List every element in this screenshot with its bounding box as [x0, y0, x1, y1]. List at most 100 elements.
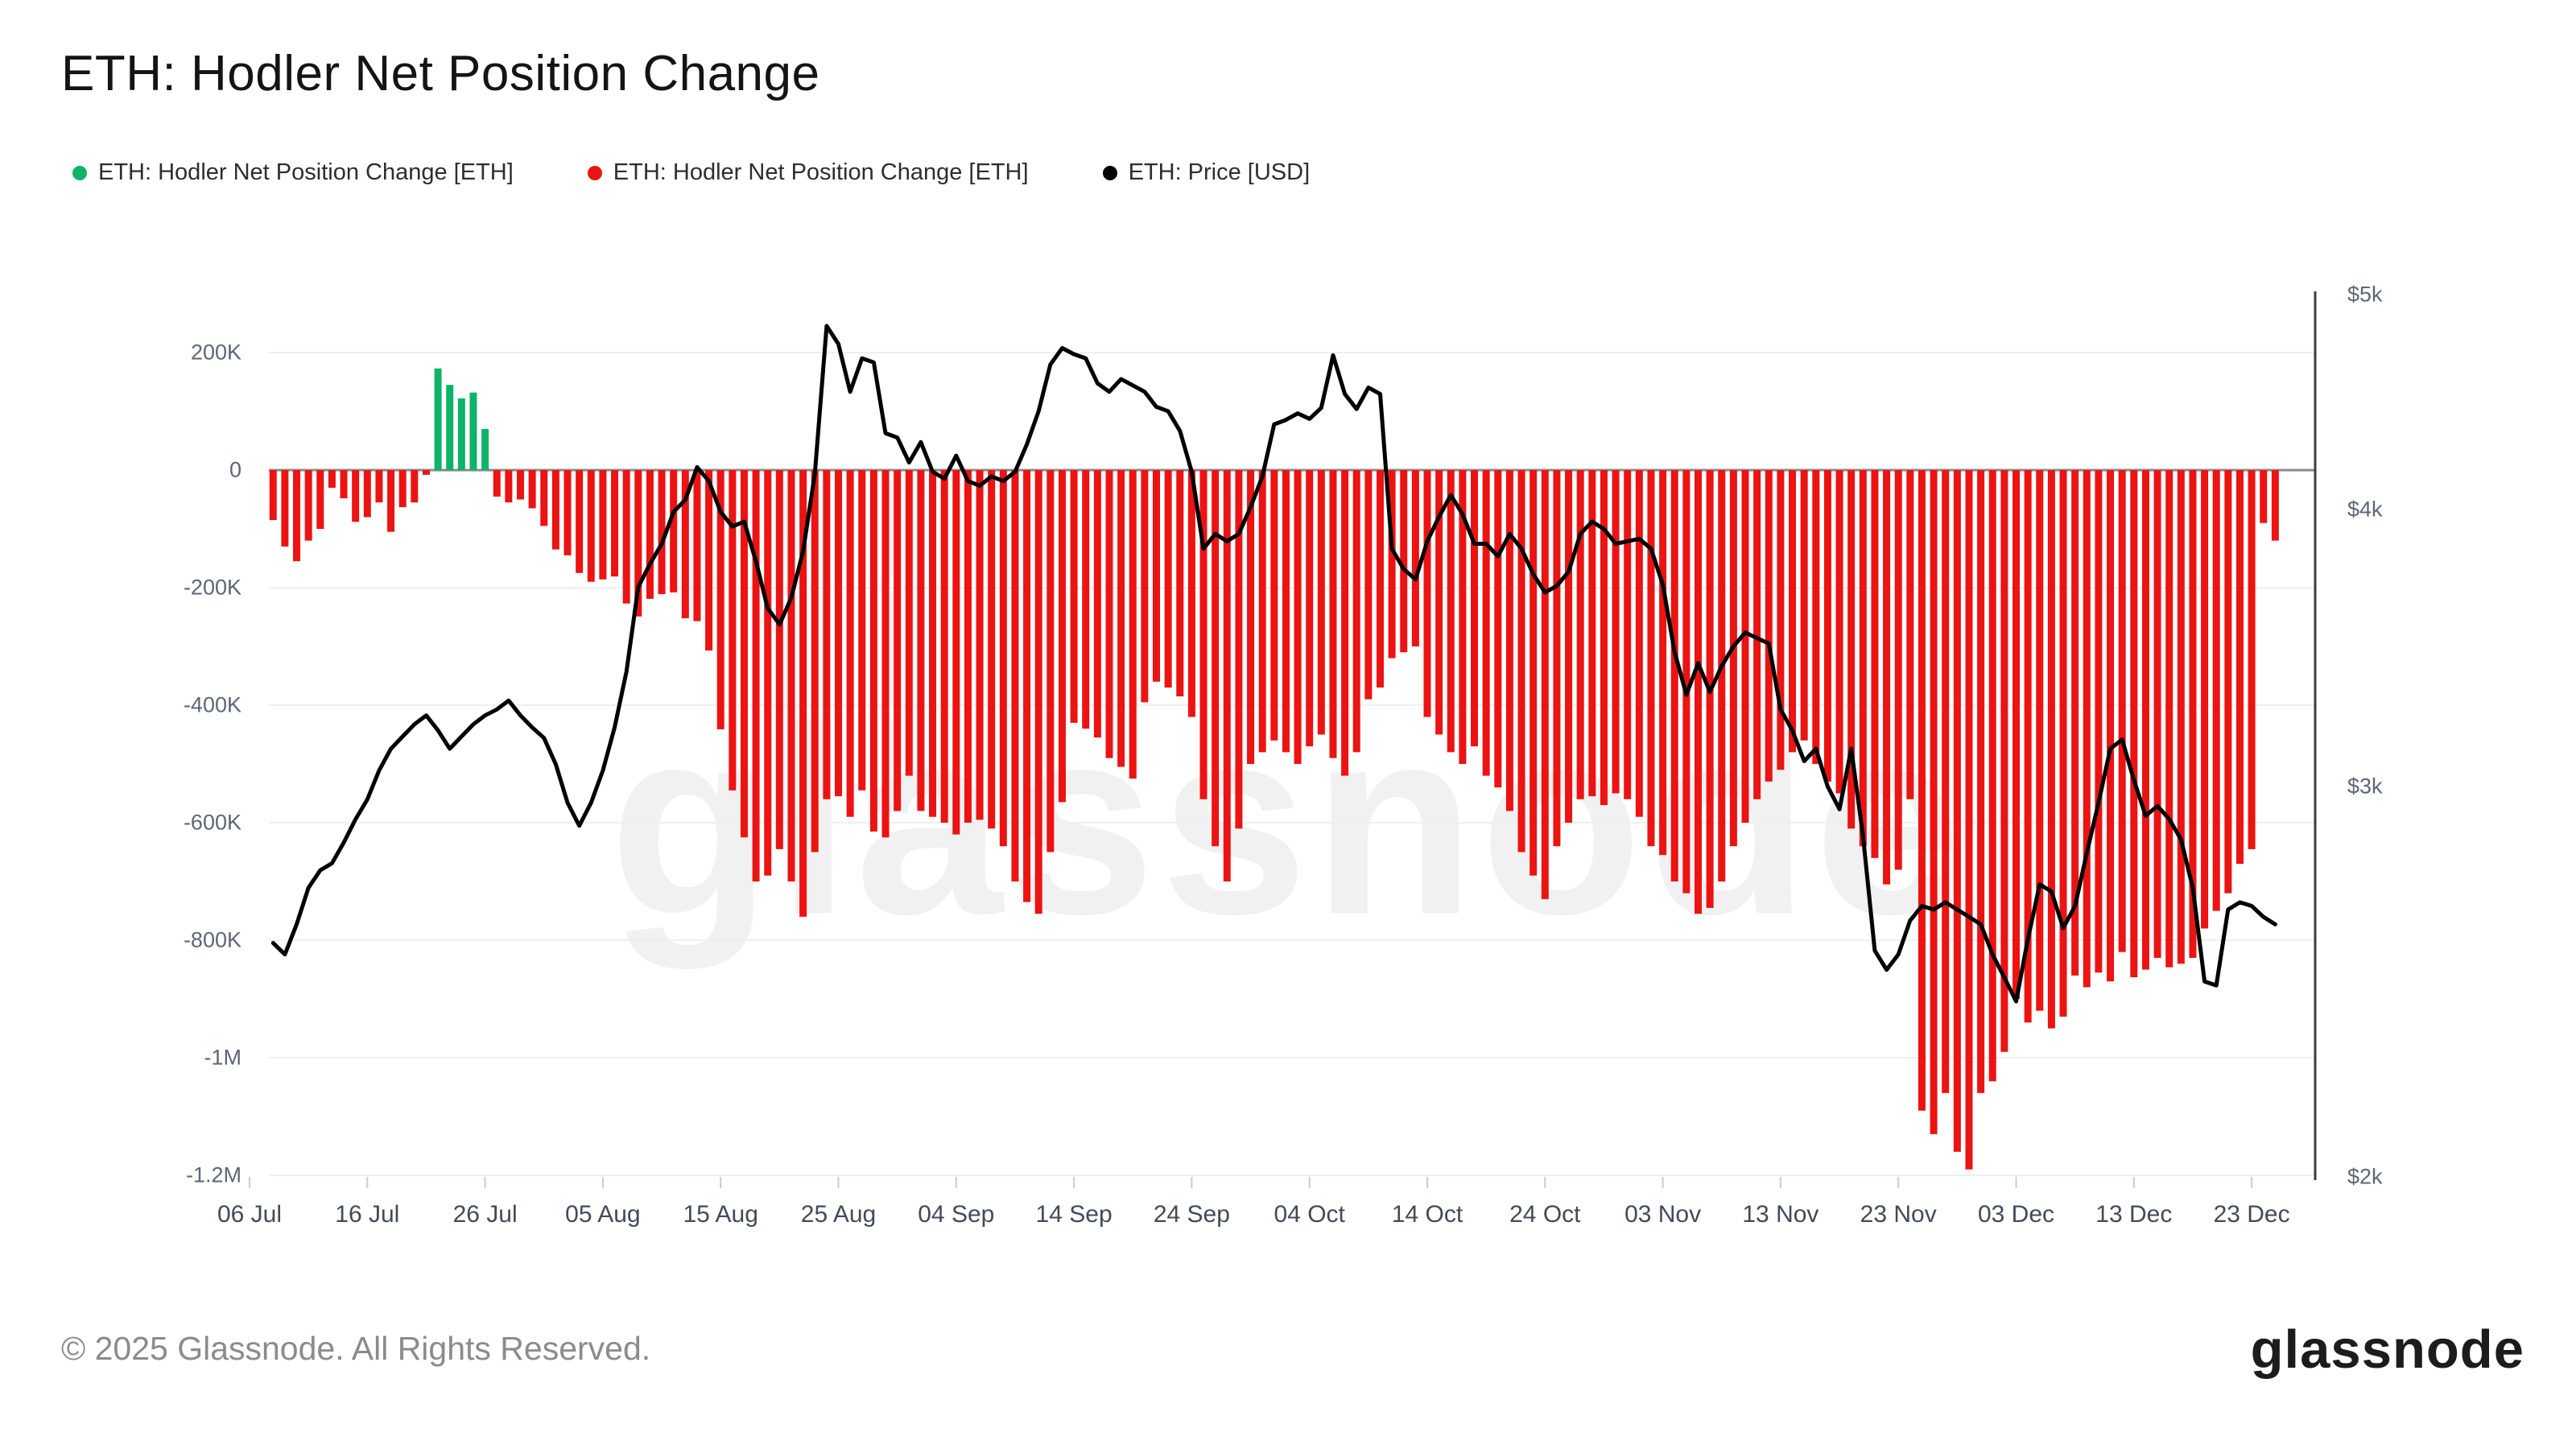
hodler-net-position-bar[interactable] — [787, 470, 795, 881]
hodler-net-position-bar[interactable] — [988, 470, 996, 829]
hodler-net-position-bar[interactable] — [1364, 470, 1373, 700]
hodler-net-position-bar[interactable] — [1034, 470, 1042, 914]
hodler-net-position-bar[interactable] — [1647, 470, 1655, 847]
hodler-net-position-bar[interactable] — [1789, 470, 1797, 753]
hodler-net-position-bar[interactable] — [1447, 470, 1455, 753]
hodler-net-position-bar[interactable] — [1659, 470, 1667, 856]
hodler-net-position-bar[interactable] — [1953, 470, 1961, 1152]
hodler-net-position-bar[interactable] — [1682, 470, 1690, 894]
hodler-net-position-bar[interactable] — [2235, 470, 2244, 865]
hodler-net-position-bar[interactable] — [599, 470, 607, 580]
hodler-net-position-bar[interactable] — [1729, 470, 1737, 847]
hodler-net-position-bar[interactable] — [869, 470, 877, 832]
hodler-net-position-bar[interactable] — [1282, 470, 1290, 753]
hodler-net-position-bar[interactable] — [1400, 470, 1408, 653]
hodler-net-position-bar[interactable] — [516, 470, 524, 500]
hodler-net-position-bar[interactable] — [2024, 470, 2032, 1023]
hodler-net-position-bar[interactable] — [1423, 470, 1431, 717]
hodler-net-position-bar[interactable] — [328, 470, 336, 488]
hodler-net-position-bar[interactable] — [1082, 470, 1090, 729]
hodler-net-position-bar[interactable] — [1883, 470, 1891, 885]
hodler-net-position-bar[interactable] — [2071, 470, 2079, 976]
hodler-net-position-bar[interactable] — [528, 470, 536, 509]
hodler-net-position-bar[interactable] — [1258, 470, 1266, 753]
legend-item-hodler-green[interactable]: ETH: Hodler Net Position Change [ETH] — [72, 159, 514, 186]
hodler-net-position-bar[interactable] — [1153, 470, 1161, 682]
hodler-net-position-bar[interactable] — [846, 470, 854, 817]
hodler-net-position-bar[interactable] — [1187, 470, 1195, 717]
hodler-net-position-bar[interactable] — [269, 470, 277, 521]
hodler-net-position-bar[interactable] — [729, 470, 737, 791]
hodler-net-position-bar[interactable] — [340, 470, 348, 499]
hodler-net-position-bar[interactable] — [540, 470, 548, 526]
hodler-net-position-bar[interactable] — [858, 470, 866, 791]
hodler-net-position-bar[interactable] — [1718, 470, 1726, 881]
hodler-net-position-bar[interactable] — [2212, 470, 2220, 911]
hodler-net-position-bar[interactable] — [1306, 470, 1314, 747]
hodler-net-position-bar[interactable] — [1753, 470, 1761, 799]
hodler-net-position-bar[interactable] — [2036, 470, 2044, 1011]
hodler-net-position-bar[interactable] — [2177, 470, 2185, 964]
hodler-net-position-bar[interactable] — [2000, 470, 2008, 1052]
hodler-net-position-bar[interactable] — [799, 470, 807, 917]
hodler-net-position-bar[interactable] — [1517, 470, 1525, 852]
hodler-net-position-bar[interactable] — [646, 470, 654, 599]
hodler-net-position-bar[interactable] — [1918, 470, 1926, 1111]
hodler-net-position-bar[interactable] — [1329, 470, 1337, 758]
hodler-net-position-bar[interactable] — [881, 470, 890, 838]
hodler-net-position-bar[interactable] — [905, 470, 913, 776]
hodler-net-position-bar[interactable] — [1741, 470, 1749, 823]
hodler-net-position-bar[interactable] — [1530, 470, 1538, 876]
hodler-net-position-bar[interactable] — [352, 470, 360, 522]
hodler-net-position-bar[interactable] — [434, 368, 442, 470]
hodler-net-position-bar[interactable] — [917, 470, 925, 811]
hodler-net-position-bar[interactable] — [1247, 470, 1255, 764]
hodler-net-position-bar[interactable] — [1800, 470, 1808, 741]
hodler-net-position-bar[interactable] — [1906, 470, 1914, 799]
hodler-net-position-bar[interactable] — [1435, 470, 1443, 735]
hodler-net-position-bar[interactable] — [587, 470, 595, 582]
hodler-net-position-bar[interactable] — [457, 398, 465, 470]
hodler-net-position-bar[interactable] — [2271, 470, 2279, 541]
hodler-net-position-bar[interactable] — [387, 470, 395, 532]
hodler-net-position-bar[interactable] — [398, 470, 407, 507]
hodler-net-position-bar[interactable] — [1588, 470, 1596, 797]
hodler-net-position-bar[interactable] — [1871, 470, 1879, 858]
hodler-net-position-bar[interactable] — [1505, 470, 1513, 811]
hodler-net-position-bar[interactable] — [1459, 470, 1467, 764]
hodler-net-position-bar[interactable] — [505, 470, 513, 503]
hodler-net-position-bar[interactable] — [1411, 470, 1419, 646]
hodler-net-position-bar[interactable] — [2201, 470, 2209, 929]
hodler-net-position-bar[interactable] — [1847, 470, 1856, 829]
hodler-net-position-bar[interactable] — [1977, 470, 1985, 1093]
hodler-net-position-bar[interactable] — [1117, 470, 1125, 767]
hodler-net-position-bar[interactable] — [835, 470, 842, 797]
hodler-net-position-bar[interactable] — [976, 470, 984, 820]
hodler-net-position-bar[interactable] — [670, 470, 678, 592]
hodler-net-position-bar[interactable] — [1576, 470, 1584, 799]
hodler-net-position-bar[interactable] — [281, 470, 289, 547]
hodler-net-position-bar[interactable] — [481, 428, 489, 470]
hodler-net-position-bar[interactable] — [1694, 470, 1702, 914]
hodler-net-position-bar[interactable] — [1965, 470, 1973, 1170]
hodler-net-position-bar[interactable] — [2165, 470, 2174, 968]
hodler-net-position-bar[interactable] — [693, 470, 701, 621]
hodler-net-position-bar[interactable] — [894, 470, 902, 811]
hodler-net-position-bar[interactable] — [1093, 470, 1101, 738]
hodler-net-position-bar[interactable] — [1859, 470, 1867, 847]
hodler-net-position-bar[interactable] — [1046, 470, 1055, 852]
hodler-net-position-bar[interactable] — [775, 470, 783, 849]
hodler-net-position-bar[interactable] — [681, 470, 689, 618]
hodler-net-position-bar[interactable] — [363, 470, 371, 518]
hodler-net-position-bar[interactable] — [316, 470, 324, 529]
hodler-net-position-bar[interactable] — [2118, 470, 2126, 952]
hodler-net-position-bar[interactable] — [2059, 470, 2067, 1017]
hodler-net-position-bar[interactable] — [1988, 470, 1996, 1082]
hodler-net-position-bar[interactable] — [2153, 470, 2161, 958]
hodler-net-position-bar[interactable] — [1388, 470, 1396, 658]
hodler-net-position-bar[interactable] — [2095, 470, 2103, 973]
hodler-net-position-bar[interactable] — [1612, 470, 1620, 794]
hodler-net-position-bar[interactable] — [2083, 470, 2091, 988]
hodler-net-position-bar[interactable] — [1553, 470, 1561, 847]
